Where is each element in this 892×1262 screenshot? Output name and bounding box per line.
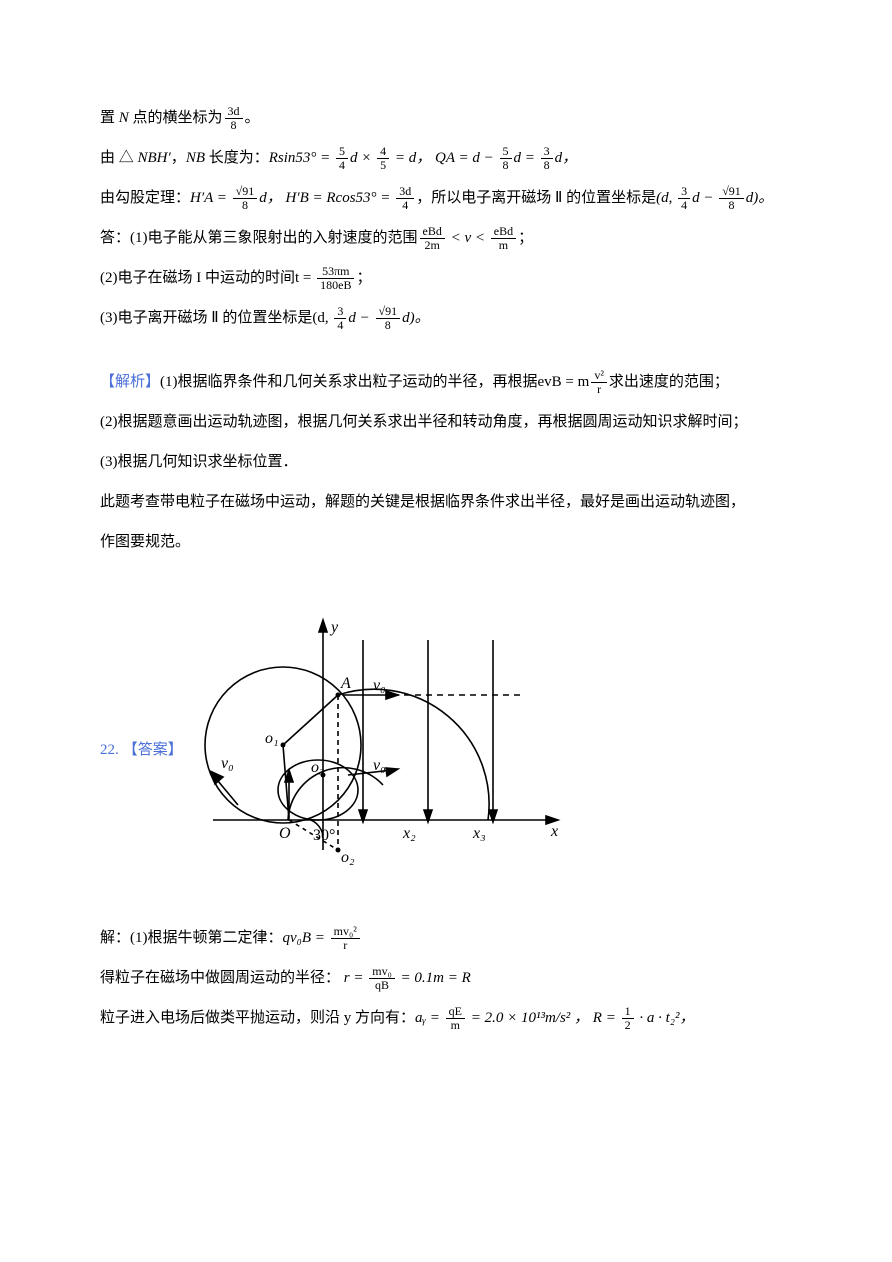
- text-line: 由勾股定理：H′A = √918d， H′B = Rcos53° = 3d4，所…: [100, 180, 812, 216]
- fraction: 34: [678, 185, 690, 212]
- label-x: x: [550, 823, 558, 840]
- eq: · a · t₂²，: [636, 1010, 695, 1026]
- fraction: 54: [336, 145, 348, 172]
- label-angle: 30°: [313, 827, 335, 844]
- label-o2: o₂: [341, 849, 355, 866]
- solution-line: 解：(1)根据牛顿第二定律：qv₀B = mv₀²r: [100, 920, 812, 956]
- text: 得粒子在磁场中做圆周运动的半径：: [100, 970, 344, 986]
- label-x2: x₂: [402, 825, 416, 842]
- text: (3)根据几何知识求坐标位置．: [100, 454, 298, 470]
- text: 由勾股定理：: [100, 190, 190, 206]
- text: ；: [356, 270, 371, 286]
- fraction: 58: [500, 145, 512, 172]
- fraction: √918: [233, 185, 258, 212]
- fraction: 12: [622, 1005, 634, 1032]
- fraction: eBd2m: [420, 225, 445, 252]
- eq: = 0.1m = R: [397, 970, 471, 986]
- text: (1)根据临界条件和几何关系求出粒子运动的半径，再根据evB = m: [160, 374, 589, 390]
- question-22-row: 22.【答案】: [100, 610, 812, 890]
- eq: d，: [555, 150, 578, 166]
- label-A: A: [340, 675, 351, 692]
- text: ，: [171, 150, 186, 166]
- analysis-line: (3)根据几何知识求坐标位置．: [100, 444, 812, 480]
- eq: r =: [344, 970, 367, 986]
- eq: (d,: [656, 190, 676, 206]
- label-y: y: [329, 619, 339, 636]
- analysis-line: 作图要规范。: [100, 524, 812, 560]
- eq: d)。: [402, 310, 430, 326]
- fraction: 53πm180eB: [317, 265, 354, 292]
- text: (3)电子离开磁场 Ⅱ 的位置坐标是(d,: [100, 310, 332, 326]
- fraction: 3d4: [396, 185, 414, 212]
- text: 此题考查带电粒子在磁场中运动，解题的关键是根据临界条件求出半径，最好是画出运动轨…: [100, 494, 745, 510]
- analysis-line: (2)根据题意画出运动轨迹图，根据几何关系求出半径和转动角度，再根据圆周运动知识…: [100, 404, 812, 440]
- text: ，所以电子离开磁场 Ⅱ 的位置坐标是: [416, 190, 656, 206]
- answer-label: 【答案】: [123, 742, 183, 758]
- label-v0-3: v₀: [373, 757, 386, 774]
- eq: = d， QA = d −: [391, 150, 497, 166]
- fraction: qEm: [446, 1005, 465, 1032]
- analysis-line: 【解析】(1)根据临界条件和几何关系求出粒子运动的半径，再根据evB = mv²…: [100, 364, 812, 400]
- label-v0-1: v₀: [221, 755, 234, 772]
- var: N: [119, 110, 129, 126]
- fraction: 34: [334, 305, 346, 332]
- eq: H′A =: [190, 190, 231, 206]
- eq: d =: [514, 150, 539, 166]
- answer-line: (2)电子在磁场 I 中运动的时间t = 53πm180eB；: [100, 260, 812, 296]
- fraction: mv₀qB: [369, 965, 395, 992]
- text: 长度为：: [205, 150, 269, 166]
- text: 粒子进入电场后做类平抛运动，则沿 y 方向有：: [100, 1010, 415, 1026]
- text: 由 △: [100, 150, 138, 166]
- eq: Rsin53° =: [269, 150, 334, 166]
- text: 点的横坐标为: [129, 110, 223, 126]
- text-line: 置 N 点的横坐标为3d8。: [100, 100, 812, 136]
- var: NBH′: [138, 150, 171, 166]
- text: 作图要规范。: [100, 534, 190, 550]
- eq: d， H′B = Rcos53° =: [259, 190, 394, 206]
- eq: d ×: [350, 150, 375, 166]
- text: 答：(1)电子能从第三象限射出的入射速度的范围: [100, 230, 418, 246]
- text: 求出速度的范围；: [609, 374, 729, 390]
- text: ；: [518, 230, 533, 246]
- text: (2)根据题意画出运动轨迹图，根据几何关系求出半径和转动角度，再根据圆周运动知识…: [100, 414, 748, 430]
- fraction: √918: [376, 305, 401, 332]
- analysis-label: 【解析】: [100, 374, 160, 390]
- label-o3: o₃: [311, 759, 325, 776]
- text: 解：(1)根据牛顿第二定律：: [100, 930, 283, 946]
- text: 置: [100, 110, 119, 126]
- label-x3: x₃: [472, 825, 486, 842]
- question-number: 22.: [100, 742, 119, 758]
- analysis-line: 此题考查带电粒子在磁场中运动，解题的关键是根据临界条件求出半径，最好是画出运动轨…: [100, 484, 812, 520]
- text: (2)电子在磁场 I 中运动的时间t =: [100, 270, 315, 286]
- solution-line: 得粒子在磁场中做圆周运动的半径： r = mv₀qB = 0.1m = R: [100, 960, 812, 996]
- label-o1: o₁: [265, 730, 279, 747]
- eq: d −: [692, 190, 717, 206]
- answer-line: 答：(1)电子能从第三象限射出的入射速度的范围eBd2m < v < eBdm；: [100, 220, 812, 256]
- eq: d)。: [746, 190, 774, 206]
- fraction: mv₀²r: [331, 925, 360, 952]
- eq: < v <: [447, 230, 489, 246]
- fraction: 45: [377, 145, 389, 172]
- label-O: O: [279, 825, 291, 842]
- text-line: 由 △ NBH′，NB 长度为：Rsin53° = 54d × 45 = d， …: [100, 140, 812, 176]
- physics-diagram: y x O A v₀ v₀ v₀ o₁ o₂ o₃ x₂ x₃ 30°: [193, 610, 573, 890]
- fraction: 38: [541, 145, 553, 172]
- var: NB: [186, 150, 205, 166]
- fraction: √918: [719, 185, 744, 212]
- question-label: 22.【答案】: [100, 732, 183, 768]
- eq: = 2.0 × 10¹³m/s² ， R =: [467, 1010, 620, 1026]
- label-v0-2: v₀: [373, 677, 386, 694]
- eq: aᵧ =: [415, 1010, 444, 1026]
- text: 。: [245, 110, 260, 126]
- solution-line: 粒子进入电场后做类平抛运动，则沿 y 方向有：aᵧ = qEm = 2.0 × …: [100, 1000, 812, 1036]
- fraction: 3d8: [225, 105, 243, 132]
- fraction: v²r: [591, 369, 607, 396]
- answer-line: (3)电子离开磁场 Ⅱ 的位置坐标是(d, 34d − √918d)。: [100, 300, 812, 336]
- fraction: eBdm: [491, 225, 516, 252]
- eq: d −: [348, 310, 373, 326]
- eq: qv₀B =: [283, 930, 329, 946]
